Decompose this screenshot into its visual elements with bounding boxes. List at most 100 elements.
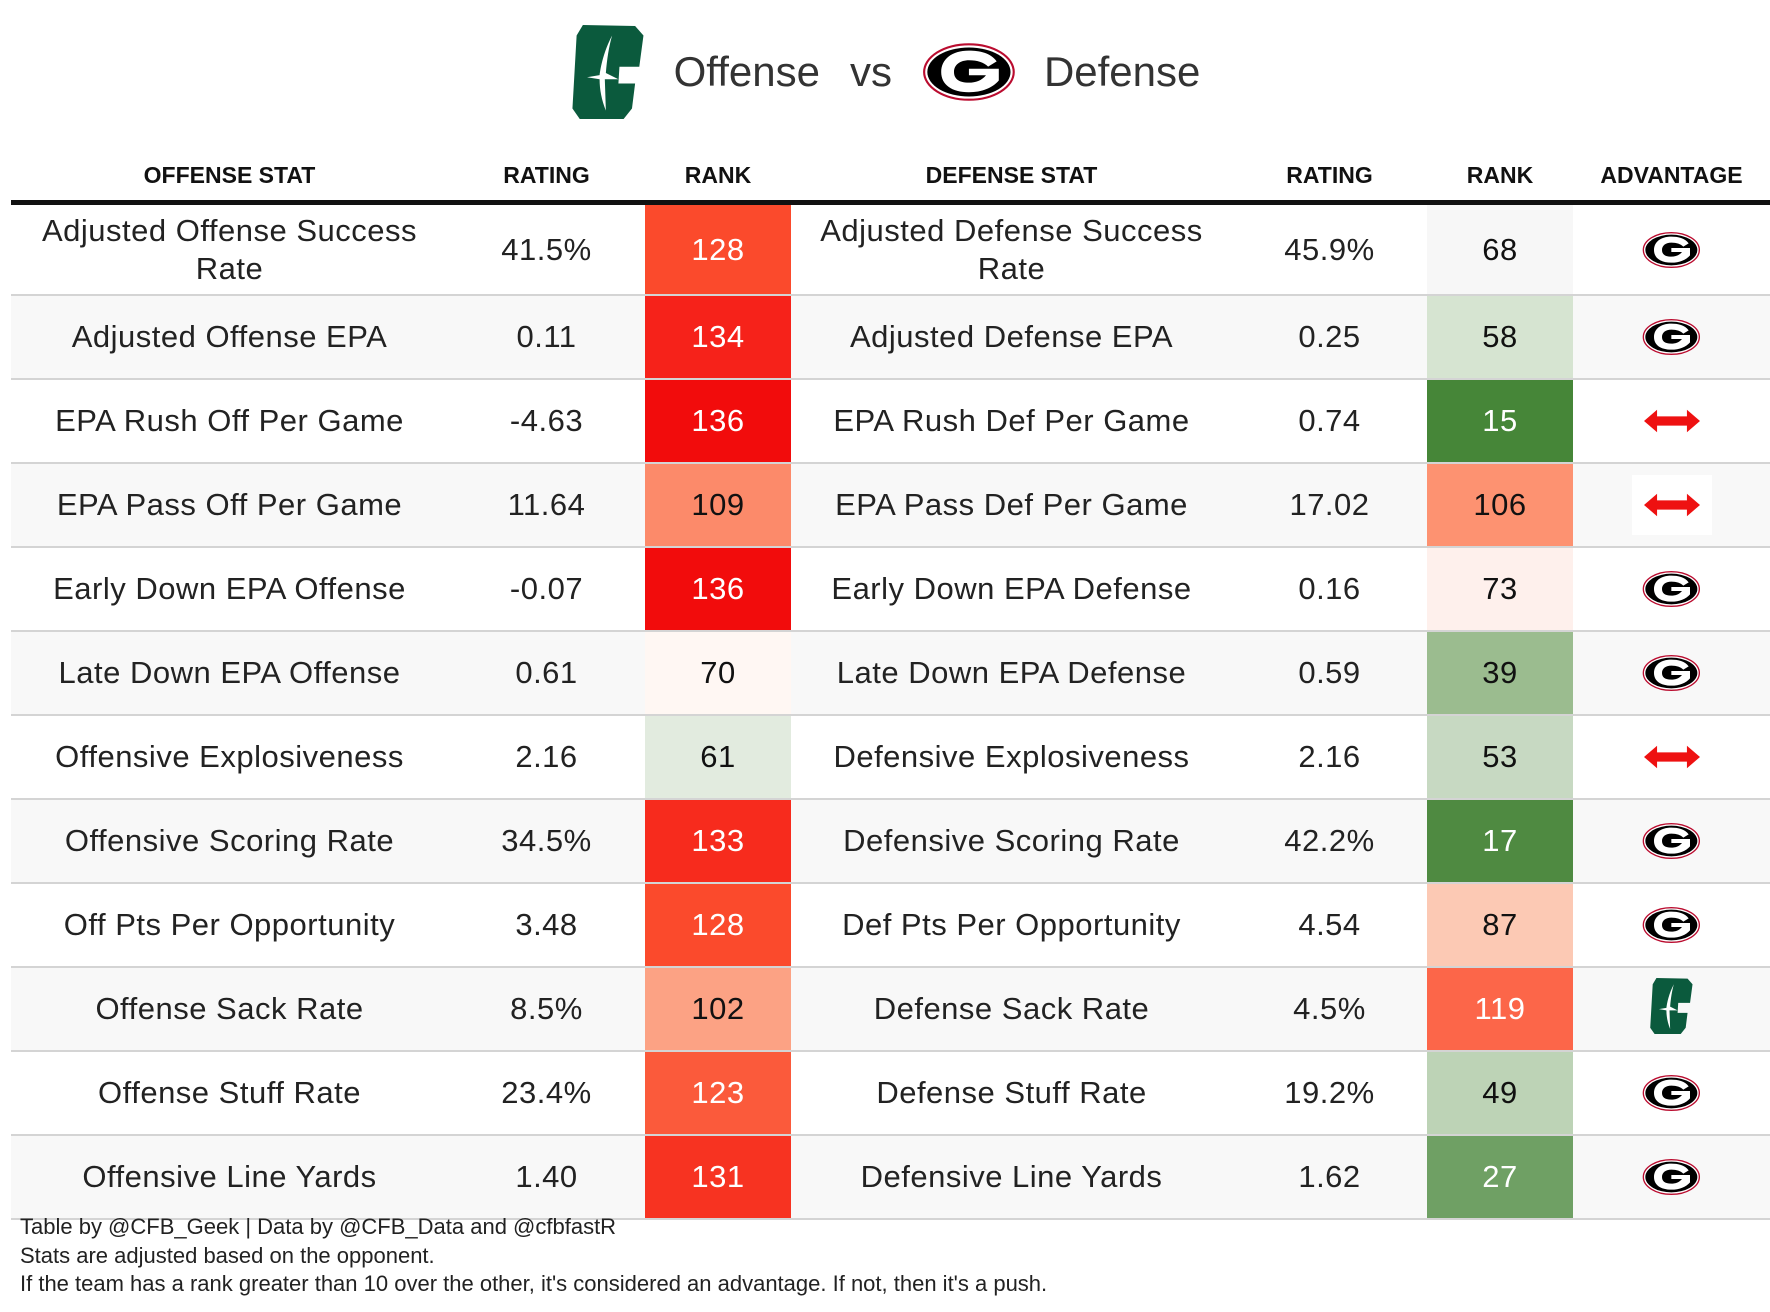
col-offense-rating: RATING (448, 150, 645, 205)
offense-rank: 136 (645, 379, 791, 464)
footer-explanation: If the team has a rank greater than 10 o… (20, 1271, 1048, 1296)
defense-rank: 27 (1427, 1135, 1573, 1220)
defense-stat: Defensive Line Yards (791, 1135, 1232, 1220)
offense-rating: 3.48 (448, 883, 645, 968)
col-defense-stat: DEFENSE STAT (791, 150, 1232, 205)
offense-rating: 0.11 (448, 295, 645, 380)
table-row: Offense Sack Rate 8.5% 102 Defense Sack … (11, 967, 1770, 1052)
defense-rating: 0.25 (1232, 295, 1427, 380)
charlotte-logo-icon (1632, 976, 1712, 1036)
defense-stat: Adjusted Defense Success Rate (791, 202, 1232, 296)
advantage-cell (1573, 295, 1770, 380)
defense-rank: 119 (1427, 967, 1573, 1052)
offense-label: Offense (673, 48, 820, 95)
offense-rank: 128 (645, 883, 791, 968)
advantage-cell (1573, 715, 1770, 800)
defense-rating: 4.5% (1232, 967, 1427, 1052)
offense-rating: 2.16 (448, 715, 645, 800)
chart-title: Offense vs Defense (0, 22, 1770, 122)
advantage-cell (1573, 1135, 1770, 1220)
offense-stat: Offensive Line Yards (11, 1135, 448, 1220)
table-row: Early Down EPA Offense -0.07 136 Early D… (11, 547, 1770, 632)
advantage-cell (1573, 202, 1770, 296)
offense-rank: 61 (645, 715, 791, 800)
offense-rating: 23.4% (448, 1051, 645, 1136)
offense-rank: 131 (645, 1135, 791, 1220)
defense-rank: 68 (1427, 202, 1573, 296)
defense-stat: Def Pts Per Opportunity (791, 883, 1232, 968)
georgia-logo-icon (1632, 307, 1712, 367)
defense-stat: Defense Stuff Rate (791, 1051, 1232, 1136)
offense-rating: 0.61 (448, 631, 645, 716)
offense-rating: -4.63 (448, 379, 645, 464)
defense-rank: 17 (1427, 799, 1573, 884)
footer-note: Stats are adjusted based on the opponent… (20, 1242, 435, 1268)
offense-rating: 11.64 (448, 463, 645, 548)
offense-stat: Late Down EPA Offense (11, 631, 448, 716)
advantage-cell (1573, 883, 1770, 968)
offense-rank: 70 (645, 631, 791, 716)
offense-rank: 134 (645, 295, 791, 380)
defense-rating: 19.2% (1232, 1051, 1427, 1136)
vs-label: vs (849, 48, 892, 95)
charlotte-logo-icon (570, 25, 648, 119)
offense-stat: Adjusted Offense EPA (11, 295, 448, 380)
defense-rank: 73 (1427, 547, 1573, 632)
defense-rank: 39 (1427, 631, 1573, 716)
offense-stat: EPA Pass Off Per Game (11, 463, 448, 548)
advantage-cell (1573, 1051, 1770, 1136)
advantage-cell (1573, 547, 1770, 632)
table-row: Offense Stuff Rate 23.4% 123 Defense Stu… (11, 1051, 1770, 1136)
table-row: Off Pts Per Opportunity 3.48 128 Def Pts… (11, 883, 1770, 968)
push-arrow-icon (1632, 727, 1712, 787)
offense-rank: 136 (645, 547, 791, 632)
offense-rating: 8.5% (448, 967, 645, 1052)
offense-rating: 1.40 (448, 1135, 645, 1220)
defense-rank: 49 (1427, 1051, 1573, 1136)
defense-stat: Defensive Scoring Rate (791, 799, 1232, 884)
table-row: Offensive Line Yards 1.40 131 Defensive … (11, 1135, 1770, 1220)
defense-rating: 42.2% (1232, 799, 1427, 884)
offense-stat: Early Down EPA Offense (11, 547, 448, 632)
col-defense-rating: RATING (1232, 150, 1427, 205)
defense-label: Defense (1043, 48, 1201, 95)
defense-rating: 4.54 (1232, 883, 1427, 968)
defense-stat: EPA Pass Def Per Game (791, 463, 1232, 548)
table-row: Adjusted Offense EPA 0.11 134 Adjusted D… (11, 295, 1770, 380)
offense-rank: 128 (645, 202, 791, 296)
georgia-logo-icon (1632, 1063, 1712, 1123)
offense-stat: Offensive Scoring Rate (11, 799, 448, 884)
defense-stat: Defense Sack Rate (791, 967, 1232, 1052)
defense-rank: 106 (1427, 463, 1573, 548)
georgia-logo-icon (1632, 559, 1712, 619)
table-row: Late Down EPA Offense 0.61 70 Late Down … (11, 631, 1770, 716)
georgia-logo-icon (1632, 643, 1712, 703)
georgia-logo-icon (922, 42, 1018, 102)
georgia-logo-icon (1632, 811, 1712, 871)
defense-rating: 45.9% (1232, 202, 1427, 296)
offense-rating: 34.5% (448, 799, 645, 884)
offense-stat: EPA Rush Off Per Game (11, 379, 448, 464)
advantage-cell (1573, 967, 1770, 1052)
defense-rating: 0.59 (1232, 631, 1427, 716)
defense-stat: Early Down EPA Defense (791, 547, 1232, 632)
push-arrow-icon (1631, 475, 1712, 535)
defense-rating: 0.74 (1232, 379, 1427, 464)
offense-rating: -0.07 (448, 547, 645, 632)
defense-rank: 87 (1427, 883, 1573, 968)
table-row: Offensive Scoring Rate 34.5% 133 Defensi… (11, 799, 1770, 884)
offense-stat: Offense Stuff Rate (11, 1051, 448, 1136)
col-defense-rank: RANK (1427, 150, 1573, 205)
defense-rating: 0.16 (1232, 547, 1427, 632)
table-row: Offensive Explosiveness 2.16 61 Defensiv… (11, 715, 1770, 800)
defense-rating: 1.62 (1232, 1135, 1427, 1220)
defense-rating: 17.02 (1232, 463, 1427, 548)
table-header-row: OFFENSE STAT RATING RANK DEFENSE STAT RA… (11, 150, 1770, 205)
offense-rank: 109 (645, 463, 791, 548)
table-row: EPA Rush Off Per Game -4.63 136 EPA Rush… (11, 379, 1770, 464)
offense-stat: Off Pts Per Opportunity (11, 883, 448, 968)
offense-rating: 41.5% (448, 202, 645, 296)
defense-rank: 15 (1427, 379, 1573, 464)
advantage-cell (1573, 379, 1770, 464)
defense-rank: 53 (1427, 715, 1573, 800)
